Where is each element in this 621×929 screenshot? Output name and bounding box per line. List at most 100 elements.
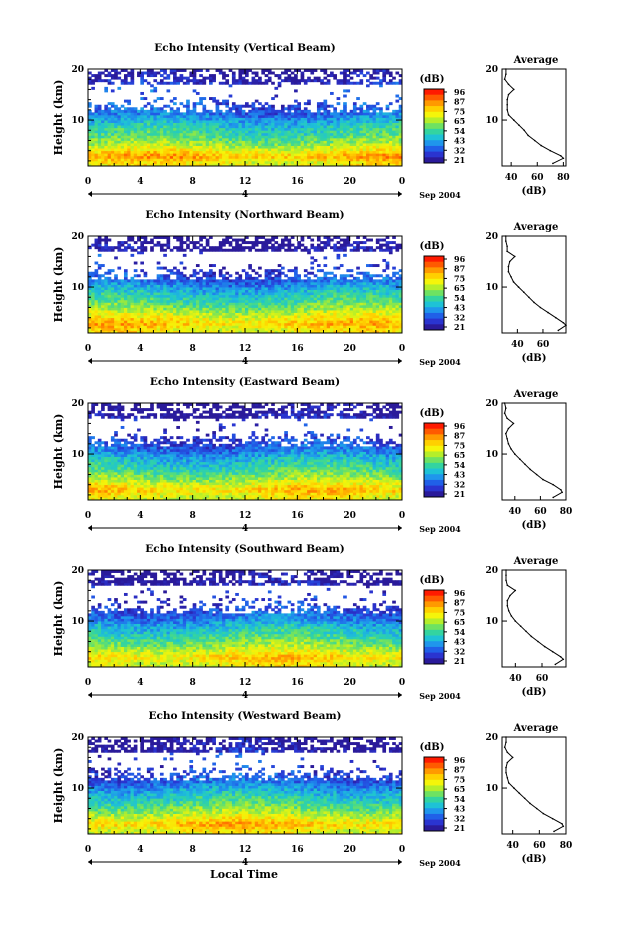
heatmap-cell xyxy=(235,299,239,303)
heatmap-cell xyxy=(222,71,226,75)
heatmap-cell xyxy=(209,315,213,319)
heatmap-cell xyxy=(297,292,301,296)
heatmap-cell xyxy=(349,269,354,273)
heatmap-cell xyxy=(199,269,203,273)
heatmap-cell xyxy=(339,130,344,134)
heatmap-cell xyxy=(133,279,138,283)
heatmap-cell xyxy=(343,294,347,298)
heatmap-cell xyxy=(316,317,321,321)
heatmap-cell xyxy=(382,127,387,131)
heatmap-cell xyxy=(173,310,177,313)
heatmap-cell xyxy=(271,150,275,154)
heatmap-cell xyxy=(379,107,383,111)
heatmap-cell xyxy=(300,322,305,326)
heatmap-cell xyxy=(225,325,230,329)
heatmap-cell xyxy=(205,76,210,80)
heatmap-cell xyxy=(271,137,275,141)
y-tick-label: 10 xyxy=(71,116,84,126)
heatmap-cell xyxy=(290,107,295,111)
heatmap-cell xyxy=(323,271,328,275)
heatmap-cell xyxy=(110,304,115,308)
heatmap-cell xyxy=(359,130,364,134)
heatmap-cell xyxy=(287,127,292,131)
heatmap-cell xyxy=(222,281,226,285)
heatmap-cell xyxy=(123,153,128,157)
heatmap-cell xyxy=(297,145,301,149)
heatmap-cell xyxy=(294,271,298,275)
heatmap-cell xyxy=(97,297,102,301)
heatmap-cell xyxy=(212,150,216,154)
heatmap-cell xyxy=(336,241,341,245)
heatmap-cell xyxy=(277,330,282,334)
heatmap-cell xyxy=(284,140,288,144)
heatmap-cell xyxy=(346,120,351,123)
heatmap-cell xyxy=(330,155,334,159)
heatmap-cell xyxy=(248,150,252,154)
heatmap-cell xyxy=(362,122,367,126)
heatmap-cell xyxy=(192,274,197,278)
heatmap-cell xyxy=(313,148,318,152)
heatmap-cell xyxy=(130,69,135,72)
heatmap-cell xyxy=(166,125,171,129)
heatmap-cell xyxy=(222,127,226,131)
heatmap-cell xyxy=(287,327,292,331)
heatmap-cell xyxy=(313,163,318,167)
heatmap-cell xyxy=(352,241,357,245)
heatmap-cell xyxy=(123,158,128,162)
heatmap-cell xyxy=(238,143,243,146)
heatmap-cell xyxy=(94,132,99,136)
heatmap-cell xyxy=(153,289,158,293)
heatmap-cell xyxy=(294,130,298,134)
heatmap-cell xyxy=(254,307,259,311)
heatmap-cell xyxy=(88,325,92,329)
heatmap-cell xyxy=(294,315,298,319)
heatmap-cell xyxy=(123,315,128,319)
heatmap-cell xyxy=(294,248,298,252)
heatmap-cell xyxy=(297,109,301,113)
heatmap-cell xyxy=(159,153,164,157)
heatmap-cell xyxy=(316,132,321,136)
heatmap-cell xyxy=(336,299,341,303)
heatmap-cell xyxy=(166,153,171,157)
heatmap-cell xyxy=(101,137,105,141)
heatmap-cell xyxy=(110,132,115,136)
heatmap-cell xyxy=(352,153,357,157)
heatmap-cell xyxy=(150,315,154,319)
heatmap-cell xyxy=(166,281,171,285)
heatmap-cell xyxy=(336,236,341,239)
heatmap-cell xyxy=(166,74,171,78)
heatmap-cell xyxy=(195,117,200,121)
heatmap-cell xyxy=(133,127,138,131)
heatmap-cell xyxy=(303,246,308,250)
heatmap-cell xyxy=(97,292,102,296)
heatmap-cell xyxy=(107,307,112,311)
heatmap-cell xyxy=(287,241,292,245)
heatmap-cell xyxy=(91,145,95,149)
heatmap-cell xyxy=(287,158,292,162)
heatmap-cell xyxy=(310,155,315,159)
heatmap-cell xyxy=(153,79,158,83)
heatmap-cell xyxy=(153,297,158,301)
heatmap-cell xyxy=(186,114,190,118)
heatmap-cell xyxy=(140,130,144,134)
heatmap-cell xyxy=(166,299,171,303)
heatmap-cell xyxy=(94,153,99,157)
heatmap-cell xyxy=(251,312,256,316)
heatmap-cell xyxy=(94,327,99,331)
heatmap-cell xyxy=(209,310,213,313)
heatmap-cell xyxy=(287,112,292,116)
colorbar-tick-label: 54 xyxy=(454,126,466,136)
heatmap-cell xyxy=(362,130,367,134)
heatmap-cell xyxy=(215,248,220,252)
heatmap-cell xyxy=(189,299,194,303)
heatmap-cell xyxy=(150,114,154,118)
heatmap-cell xyxy=(202,137,207,141)
heatmap-cell xyxy=(320,297,324,301)
heatmap-cell xyxy=(156,132,161,136)
heatmap-cell xyxy=(261,69,266,72)
heatmap-cell xyxy=(385,160,390,164)
heatmap-cell xyxy=(153,125,158,129)
heatmap-cell xyxy=(238,281,243,285)
heatmap-cell xyxy=(176,327,180,331)
heatmap-cell xyxy=(287,325,292,329)
